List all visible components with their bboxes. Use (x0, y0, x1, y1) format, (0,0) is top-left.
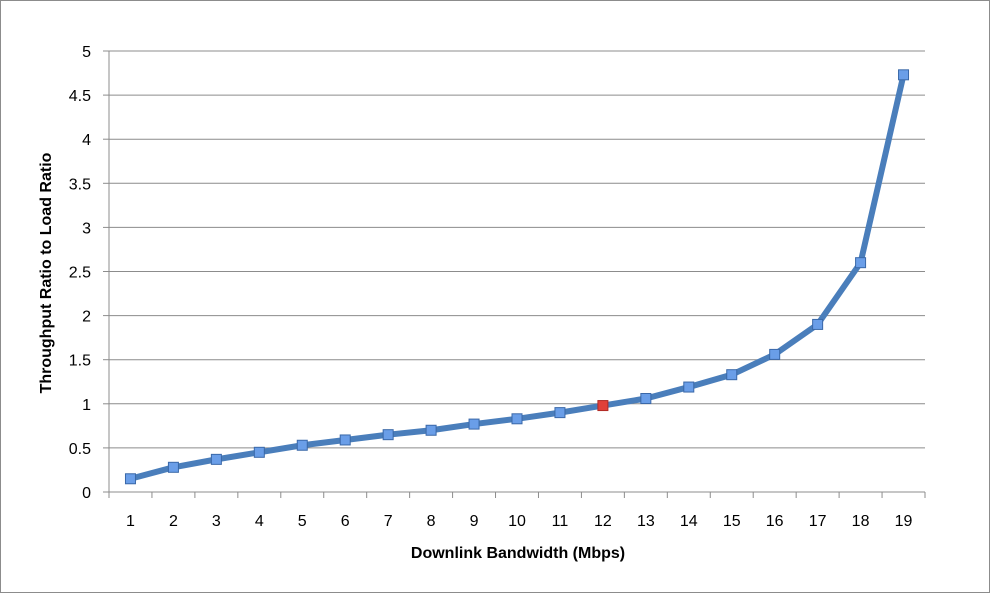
grid-layer (109, 50, 925, 449)
data-point (812, 318, 824, 330)
x-tick-label: 4 (255, 513, 264, 530)
highlighted-data-point (597, 400, 609, 412)
x-tick-labels: 1 2 3 4 5 6 7 8 9 10 11 12 13 14 15 16 17 18 19 (126, 513, 913, 530)
x-tick-label: 14 (680, 513, 698, 530)
data-point (726, 369, 738, 381)
data-point (253, 446, 265, 458)
x-tick-label: 6 (341, 513, 350, 530)
x-tick-label: 11 (552, 513, 569, 530)
x-tick-label: 19 (895, 513, 913, 530)
data-point (769, 348, 781, 360)
x-tick-label: 17 (809, 513, 827, 530)
data-point (382, 429, 394, 441)
data-point (683, 381, 695, 393)
series-layer (124, 69, 910, 485)
data-point (855, 257, 867, 269)
x-tick-label: 12 (594, 513, 612, 530)
y-tick-label: 2.5 (69, 265, 91, 282)
data-point (468, 418, 480, 430)
x-axis-title: Downlink Bandwidth (Mbps) (411, 545, 625, 562)
x-tick-label: 10 (508, 513, 526, 530)
data-point (296, 439, 308, 451)
x-tick-label: 8 (427, 513, 436, 530)
data-point (210, 453, 222, 465)
data-point (425, 424, 437, 436)
y-tick-label: 4 (82, 132, 91, 149)
x-tick-label: 2 (169, 513, 178, 530)
y-tick-label: 1.5 (69, 353, 91, 370)
data-point (898, 69, 910, 81)
y-tick-label: 0 (82, 485, 91, 502)
x-tick-label: 9 (470, 513, 479, 530)
x-tick-label: 1 (126, 513, 135, 530)
x-tick-label: 18 (852, 513, 870, 530)
data-point (167, 461, 179, 473)
y-tick-labels: 0 0.5 1 1.5 2 2.5 3 3.5 4 4.5 5 (69, 44, 91, 502)
y-tick-label: 0.5 (69, 441, 91, 458)
x-tick-label: 16 (766, 513, 784, 530)
data-point (554, 407, 566, 419)
x-tick-label: 5 (298, 513, 307, 530)
data-point (511, 413, 523, 425)
data-point (339, 434, 351, 446)
data-point (124, 473, 136, 485)
x-tick-label: 3 (212, 513, 221, 530)
y-tick-label: 3 (82, 220, 91, 237)
x-tick-label: 15 (723, 513, 741, 530)
y-tick-label: 1 (82, 397, 91, 414)
y-tick-label: 2 (82, 309, 91, 326)
y-tick-label: 4.5 (69, 88, 91, 105)
y-tick-label: 3.5 (69, 176, 91, 193)
data-point (640, 393, 652, 405)
y-axis-title: Throughput Ratio to Load Ratio (38, 152, 55, 393)
x-tick-label: 7 (384, 513, 393, 530)
x-tick-label: 13 (637, 513, 655, 530)
axis-layer (103, 50, 926, 498)
y-tick-label: 5 (82, 44, 91, 61)
